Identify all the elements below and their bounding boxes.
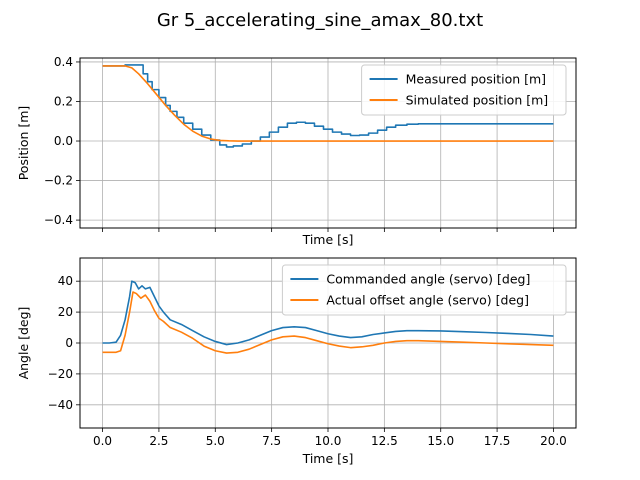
x-tick-label: 0.0 xyxy=(93,434,112,448)
y-tick-label: 0.0 xyxy=(54,134,73,148)
y-axis-label: Angle [deg] xyxy=(16,307,31,380)
y-tick-label: 0 xyxy=(65,336,73,350)
figure-title: Gr 5_accelerating_sine_amax_80.txt xyxy=(157,10,483,31)
x-axis-label: Time [s] xyxy=(302,232,354,247)
y-tick-label: 0.4 xyxy=(54,55,73,69)
y-tick-label: −40 xyxy=(48,398,73,412)
series-line-1 xyxy=(102,64,554,148)
angle-axes: 0.0 2.5 5.0 7.5 10.0 12.5 15.0 17.5 20.0 −40 −20 0 2… xyxy=(16,257,577,466)
legend-label-2: Actual offset angle (servo) [deg] xyxy=(326,293,529,308)
legend-box xyxy=(361,64,567,116)
legend: Measured position [m] Simulated position … xyxy=(361,64,567,116)
x-tick-label: 2.5 xyxy=(149,434,168,448)
legend: Commanded angle (servo) [deg] Actual offs… xyxy=(281,264,567,316)
x-tick-label: 17.5 xyxy=(484,434,511,448)
series-line-2 xyxy=(102,291,554,354)
legend-label-2: Simulated position [m] xyxy=(406,93,549,108)
legend-label-1: Commanded angle (servo) [deg] xyxy=(326,272,530,287)
series-line-1 xyxy=(102,280,554,346)
x-tick-label: 15.0 xyxy=(427,434,454,448)
y-tick-label: −0.2 xyxy=(44,174,73,188)
y-axis-label: Position [m] xyxy=(16,106,31,181)
x-tick-label: 20.0 xyxy=(540,434,567,448)
legend-box xyxy=(281,264,567,316)
legend-label-1: Measured position [m] xyxy=(406,72,546,87)
position-axes: −0.4 −0.2 0.0 0.2 0.4 Time [s] Position [m] Mea… xyxy=(16,55,577,247)
series-line-2 xyxy=(102,65,554,142)
x-tick-label: 10.0 xyxy=(315,434,342,448)
y-tick-label: 0.2 xyxy=(54,94,73,108)
x-axis-label: Time [s] xyxy=(302,451,354,466)
series-lines xyxy=(102,280,554,354)
y-tick-label: −0.4 xyxy=(44,213,73,227)
y-tick-label: 20 xyxy=(58,305,73,319)
series-lines xyxy=(102,64,554,148)
x-tick-label: 12.5 xyxy=(371,434,398,448)
x-tick-label: 7.5 xyxy=(262,434,281,448)
y-tick-label: 40 xyxy=(58,274,73,288)
y-tick-label: −20 xyxy=(48,367,73,381)
x-tick-label: 5.0 xyxy=(206,434,225,448)
